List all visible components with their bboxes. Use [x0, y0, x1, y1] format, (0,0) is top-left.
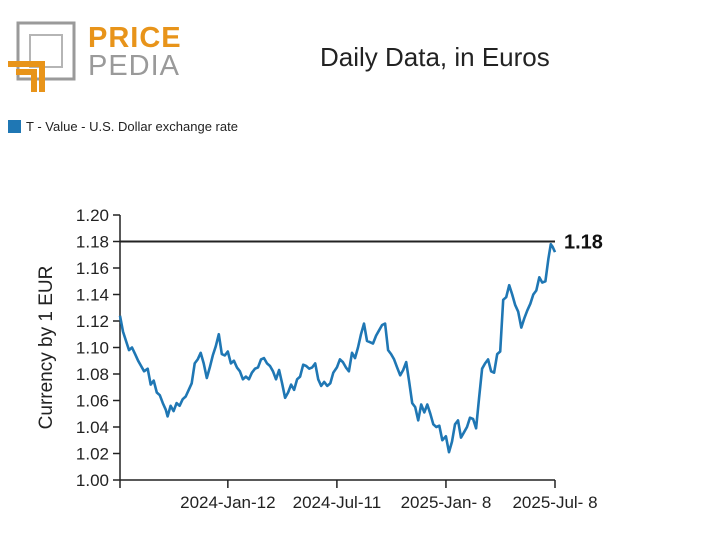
series-line [118, 242, 557, 454]
y-axis-title: Currency by 1 EUR [36, 266, 57, 430]
y-axis: 1.00 1.02 1.04 1.06 1.08 1.10 1.12 1.14 1.16 1.18… [76, 206, 121, 490]
chart-title: Daily Data, in Euros [320, 42, 550, 72]
x-axis: 2024-Jan-12 2024-Jul-11 2025-Jan- 8 2025-Ju… [119, 479, 598, 512]
logo-mark-icon [8, 21, 76, 92]
y-tick-label: 1.12 [76, 312, 109, 331]
logo-text-price: PRICE [88, 22, 182, 54]
x-tick-label: 2024-Jan-12 [180, 493, 275, 512]
y-tick-label: 1.04 [76, 418, 109, 437]
y-tick-label: 1.02 [76, 445, 109, 464]
reference-line-label: 1.18 [564, 232, 603, 254]
logo-text-pedia: PEDIA [88, 50, 181, 82]
y-tick-label: 1.00 [76, 471, 109, 490]
y-tick-label: 1.08 [76, 365, 109, 384]
legend: T - Value - U.S. Dollar exchange rate [8, 119, 238, 134]
y-tick-label: 1.16 [76, 259, 109, 278]
y-tick-label: 1.20 [76, 206, 109, 225]
x-tick-label: 2024-Jul-11 [293, 493, 382, 512]
pricepedia-logo: PRICE PEDIA [8, 20, 181, 95]
x-tick-label: 2025-Jul- 8 [512, 493, 597, 512]
y-tick-label: 1.06 [76, 392, 109, 411]
y-tick-label: 1.18 [76, 233, 109, 252]
y-tick-label: 1.10 [76, 339, 109, 358]
x-tick-label: 2025-Jan- 8 [401, 493, 492, 512]
y-tick-label: 1.14 [76, 286, 109, 305]
legend-swatch [8, 120, 21, 133]
legend-label: T - Value - U.S. Dollar exchange rate [26, 119, 238, 134]
